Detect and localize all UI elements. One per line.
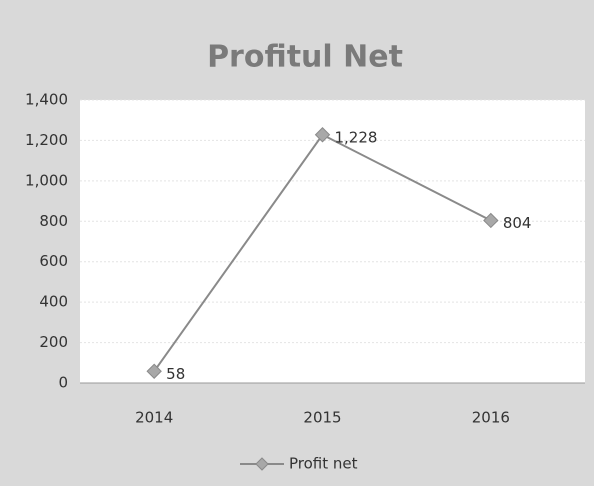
- y-tick-label: 400: [39, 293, 68, 311]
- data-label: 1,228: [335, 128, 378, 146]
- marker: [146, 363, 162, 379]
- y-tick-label: 200: [39, 333, 68, 351]
- y-tick-label: 0: [58, 374, 68, 392]
- chart-title: Profitul Net: [207, 40, 403, 75]
- marker: [483, 212, 499, 229]
- x-tick-label: 2015: [303, 409, 341, 427]
- marker: [314, 127, 331, 143]
- y-tick-label: 1,000: [25, 171, 68, 189]
- data-label: 804: [503, 214, 532, 232]
- y-tick-label: 1,200: [25, 131, 68, 149]
- plot-area: [80, 100, 585, 383]
- y-tick-label: 800: [39, 212, 68, 230]
- y-tick-label: 1,400: [25, 91, 68, 109]
- x-tick-label: 2014: [135, 409, 173, 427]
- legend-label: Profit net: [289, 455, 358, 473]
- y-tick-label: 600: [39, 252, 68, 270]
- data-label: 58: [166, 365, 185, 383]
- legend-marker: [255, 457, 269, 471]
- x-tick-label: 2016: [472, 409, 510, 427]
